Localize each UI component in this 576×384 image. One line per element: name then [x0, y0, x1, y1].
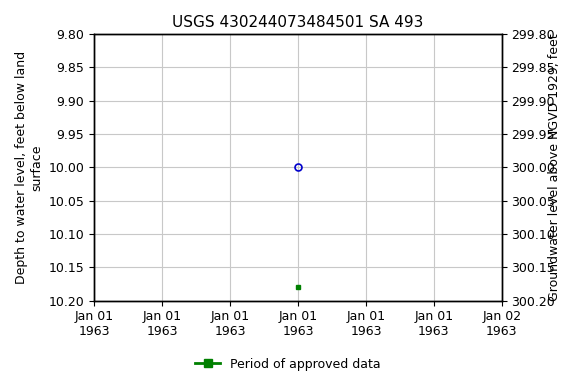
Y-axis label: Depth to water level, feet below land
surface: Depth to water level, feet below land su… [15, 51, 43, 284]
Y-axis label: Groundwater level above NGVD 1929, feet: Groundwater level above NGVD 1929, feet [548, 33, 561, 301]
Legend: Period of approved data: Period of approved data [190, 353, 386, 376]
Title: USGS 430244073484501 SA 493: USGS 430244073484501 SA 493 [172, 15, 424, 30]
